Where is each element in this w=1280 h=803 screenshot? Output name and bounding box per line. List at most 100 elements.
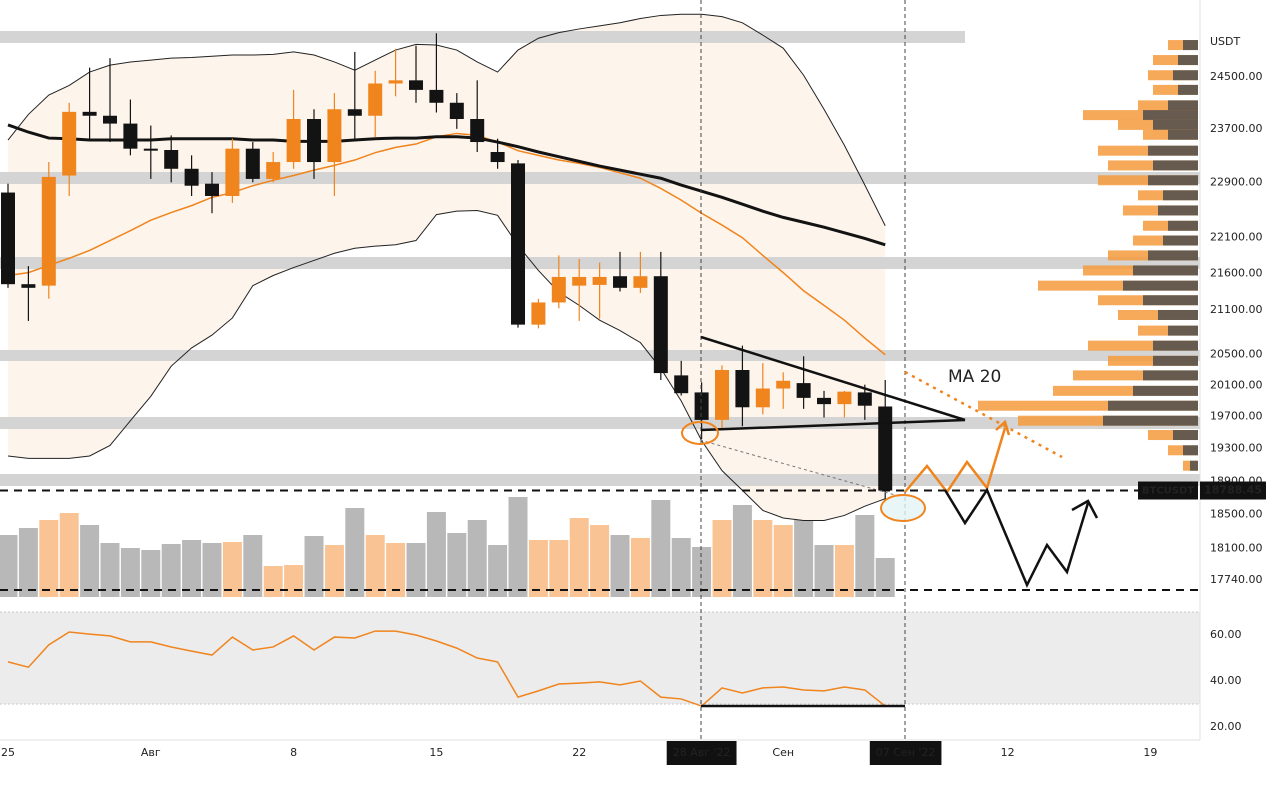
profile-bar-sell <box>1173 70 1198 81</box>
volume-bar <box>182 540 202 597</box>
volume-bar <box>141 550 161 597</box>
candle-body <box>307 119 322 163</box>
indicator-layer <box>7 13 886 522</box>
indicator-line <box>7 13 886 226</box>
candle-body <box>164 150 179 169</box>
candle-body <box>572 276 587 286</box>
volume-bar <box>324 545 344 597</box>
highlight-ellipse <box>681 421 719 445</box>
candle-body <box>409 80 424 90</box>
candle-body <box>735 370 750 408</box>
profile-bar-sell <box>1158 205 1198 216</box>
date-highlight <box>666 741 737 765</box>
volume-layer <box>0 497 895 597</box>
rsi-tick-label: 20.00 <box>1210 720 1242 733</box>
profile-bar-sell <box>1190 460 1198 471</box>
x-tick-label: Сен <box>772 746 794 759</box>
profile-bar-sell <box>1168 325 1198 336</box>
x-tick-label: 19 <box>1143 746 1157 759</box>
profile-bar-sell <box>1133 265 1198 276</box>
candle-layer <box>0 33 893 502</box>
volume-bar <box>161 544 181 597</box>
candle-body <box>715 370 730 420</box>
candle-body <box>633 276 648 288</box>
x-tick-label: 25 <box>1 746 15 759</box>
y-tick-label: 23700.00 <box>1210 122 1263 135</box>
volume-bar <box>549 540 569 597</box>
rsi-band <box>0 612 1200 704</box>
x-tick-label: 15 <box>429 746 443 759</box>
profile-bar <box>1153 84 1198 95</box>
y-tick-label: 22900.00 <box>1210 175 1263 188</box>
candle-body <box>327 109 342 163</box>
forecast-arrow <box>1071 499 1099 519</box>
profile-bar-sell <box>1163 190 1198 201</box>
volume-bar <box>386 543 406 597</box>
volume-bar <box>406 543 426 597</box>
volume-bar <box>426 512 446 597</box>
candle-body <box>694 392 709 420</box>
profile-bar-sell <box>1153 355 1198 366</box>
candle-body <box>490 152 505 163</box>
level-zone <box>0 417 1200 429</box>
y-tick-label: 24500.00 <box>1210 70 1263 83</box>
candle-body <box>0 192 15 285</box>
volume-bar <box>712 520 732 597</box>
candle-body <box>286 119 301 163</box>
volume-bar <box>753 520 773 597</box>
candle-body <box>613 276 628 288</box>
y-tick-label: 19300.00 <box>1210 442 1263 455</box>
profile-bar-sell <box>1148 145 1198 156</box>
y-tick-label: 20100.00 <box>1210 378 1263 391</box>
rsi-line <box>7 630 886 707</box>
candle-body <box>245 148 260 179</box>
volume-bar <box>794 520 814 597</box>
level-zone <box>0 172 1200 184</box>
volume-bar <box>630 538 650 597</box>
volume-bar <box>508 497 528 597</box>
candle-body <box>857 392 872 406</box>
candle-body <box>143 148 158 151</box>
forecast-path <box>904 427 1007 495</box>
volume-bar <box>447 533 467 597</box>
profile-bar <box>1088 340 1198 351</box>
indicator-line <box>7 123 886 247</box>
candle-body <box>205 183 220 196</box>
ma-projection <box>904 370 1063 459</box>
triangle-line <box>700 335 966 422</box>
last-price-label: 18788.45 <box>1204 484 1262 497</box>
profile-bar-sell <box>1178 84 1198 95</box>
profile-bar <box>1153 55 1198 66</box>
profile-bar-sell <box>1123 280 1198 291</box>
volume-bar <box>610 535 630 597</box>
candle-body <box>225 148 240 196</box>
date-highlight <box>869 741 942 765</box>
volume-bar <box>39 520 59 597</box>
profile-bar-sell <box>1168 220 1198 231</box>
indicator-line <box>7 209 886 522</box>
profile-bar-sell <box>1158 309 1198 320</box>
volume-bar <box>814 545 834 597</box>
volume-bar <box>304 536 324 597</box>
volume-bar <box>345 508 365 597</box>
candle-body <box>592 276 607 285</box>
profile-bar-sell <box>1153 119 1198 130</box>
price-box <box>1200 481 1266 500</box>
zones <box>0 31 1200 486</box>
axes: 60.00 40.00 20.00 24500.00 23700.00 22900.00 2… <box>0 70 1266 765</box>
profile-bar <box>1053 385 1198 396</box>
volume-bar <box>120 548 140 597</box>
ma-annotation: MA 20 <box>948 367 1001 387</box>
profile-bar-sell <box>1168 129 1198 140</box>
profile-bar-sell <box>1163 235 1198 246</box>
profile-bar-sell <box>1173 430 1198 441</box>
profile-bar-sell <box>1148 175 1198 186</box>
candle-body <box>347 109 362 116</box>
x-tick-label: 22 <box>572 746 586 759</box>
volume-bar <box>488 545 508 597</box>
candle-body <box>674 375 689 394</box>
volume-bar <box>875 558 895 597</box>
profile-bar-sell <box>1153 340 1198 351</box>
highlight-ellipse <box>880 494 926 522</box>
